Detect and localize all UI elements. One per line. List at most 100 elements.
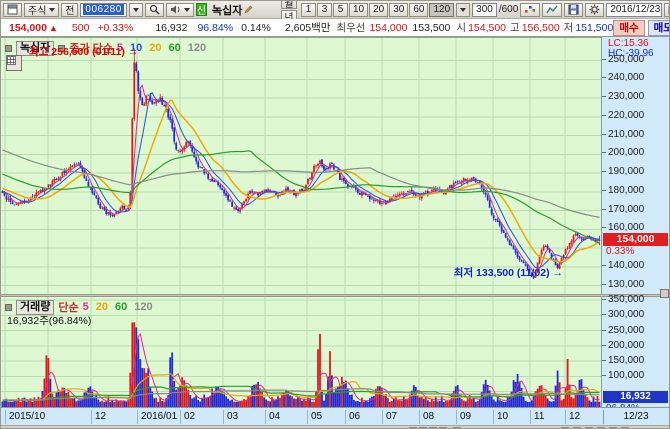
interval-button-5[interactable]: 5 (332, 2, 348, 17)
tick-text: 350,000 (608, 294, 645, 306)
chevron-down-icon (460, 8, 467, 15)
tick-dash (602, 227, 606, 229)
scrollbar-button[interactable] (609, 427, 617, 428)
tick-dash (602, 360, 606, 362)
month-label: 12 (91, 410, 106, 424)
axis-tick-label: 300,000 (602, 309, 669, 320)
tick-dash (602, 344, 606, 346)
tick-dash (602, 96, 606, 98)
current-price-pct: 0.33% (606, 245, 635, 257)
tick-text: 250,000 (608, 53, 645, 65)
interval-combo[interactable] (456, 2, 471, 17)
sound-button[interactable] (165, 2, 194, 17)
price-chart[interactable]: 녹십자 종가 단순 5 10 20 60 120 최고 256,500 (01/11) … (1, 37, 601, 295)
month-label: 02 (180, 410, 195, 424)
window-menu-button[interactable] (3, 2, 22, 17)
price-change-pct: +0.33% (97, 21, 134, 34)
scrollbar-button[interactable] (597, 427, 605, 428)
ma-period-label: 10 (130, 42, 143, 54)
line-style-button[interactable] (542, 2, 563, 17)
interval-button-10[interactable]: 10 (348, 2, 369, 17)
tick-dash (602, 133, 606, 135)
bottom-scroll-strip[interactable] (1, 425, 669, 428)
tick-dash (602, 171, 606, 173)
interval-button-120[interactable]: 120 (429, 2, 455, 17)
axis-tick-label: 150,000 (602, 355, 669, 367)
scrollbar-button[interactable] (439, 427, 447, 428)
scrollbar-button[interactable] (585, 427, 593, 428)
search-button[interactable] (144, 2, 164, 17)
price-pane-title[interactable]: 녹십자 (16, 40, 55, 56)
axis-tick-label: 250,000 (602, 325, 669, 336)
month-label: 04 (265, 410, 280, 424)
tick-text: 150,000 (608, 355, 645, 367)
open-label: 시 (456, 22, 467, 34)
jeon-button[interactable]: 전 (61, 2, 79, 17)
volume-chart[interactable]: 거래량 단순 5 20 60 120 16,932주(96.84%) (1, 297, 601, 407)
volume-pane-title[interactable]: 거래량 (16, 299, 55, 315)
volume-value: 16,932 (155, 21, 188, 34)
interval-button-30[interactable]: 30 (389, 2, 409, 17)
scrollbar-button[interactable] (419, 427, 427, 428)
scrollbar-button[interactable] (621, 427, 629, 428)
chevron-down-icon (132, 8, 139, 15)
tick-text: 100,000 (608, 370, 645, 382)
date-field[interactable]: 2016/12/23 (606, 2, 663, 17)
high-label: 고 (510, 22, 520, 34)
calendar-button[interactable] (664, 2, 669, 17)
settings-gear-button[interactable] (585, 2, 605, 17)
legend-square-icon (5, 44, 12, 52)
legend-square-icon (58, 44, 66, 52)
buy-button[interactable]: 매수 (613, 19, 645, 36)
scatter-style-button[interactable] (520, 2, 541, 17)
axis-tick-label: 210,000 (602, 129, 669, 140)
ma-period-label: 60 (115, 301, 128, 313)
interval-button-1[interactable]: 1 (300, 2, 316, 17)
pane-splitter[interactable] (1, 294, 669, 297)
low-annotation: 최저 133,500 (11/02) → (453, 267, 563, 280)
axis-tick-label: 250,000 (602, 53, 669, 65)
price-study-label: 종가 단순 (69, 43, 113, 55)
axis-tick-label: 140,000 (602, 260, 669, 271)
period-tab-월[interactable]: 월 (280, 1, 297, 10)
interval-button-3[interactable]: 3 (316, 2, 332, 17)
code-dropdown-button[interactable] (128, 2, 143, 17)
axis-tick-label: 170,000 (602, 204, 669, 215)
ma-period-label: 120 (134, 301, 153, 313)
sell-button[interactable]: 매도 (647, 19, 669, 36)
interval-button-20[interactable]: 20 (369, 2, 389, 17)
chart-grid-button[interactable] (6, 55, 22, 71)
scrollbar-button[interactable] (453, 427, 461, 428)
save-button[interactable] (564, 2, 584, 17)
pencil-icon (244, 5, 253, 14)
ma-period-label: 5 (82, 301, 89, 313)
chevron-down-icon (49, 8, 56, 15)
candle-count-input[interactable]: 300 (472, 2, 497, 17)
last-date-label: 12/23 (603, 410, 668, 424)
scrollbar-button[interactable] (409, 427, 417, 428)
month-label: 2015/10 (5, 410, 45, 424)
interval-button-60[interactable]: 60 (409, 2, 429, 17)
scrollbar-button[interactable] (561, 427, 569, 428)
axis-tick-label: 100,000 (602, 370, 669, 382)
axis-tick-label: 200,000 (602, 340, 669, 351)
asset-type-combo[interactable]: 주식 (24, 2, 60, 17)
open-price: 154,500 (468, 21, 507, 34)
month-label: 08 (419, 410, 434, 424)
scrollbar-button[interactable] (573, 427, 581, 428)
stock-name-field[interactable]: 녹십자 (209, 2, 279, 18)
volume-study-label: 단순 (58, 302, 79, 314)
tick-dash (602, 189, 606, 191)
scrollbar-button[interactable] (429, 427, 437, 428)
stock-code-input[interactable]: 006280 (80, 2, 127, 17)
ma-period-label: 120 (187, 42, 207, 54)
legend-square-icon (5, 303, 12, 311)
month-label: 05 (307, 410, 322, 424)
tick-text: 190,000 (608, 166, 645, 178)
month-label: 09 (456, 410, 471, 424)
high-price: 156,500 (521, 21, 560, 34)
price-change: 500 (71, 21, 90, 34)
axis-tick-label: 160,000 (602, 222, 669, 233)
splitter-knob[interactable] (660, 289, 669, 298)
month-label: 07 (382, 410, 397, 424)
